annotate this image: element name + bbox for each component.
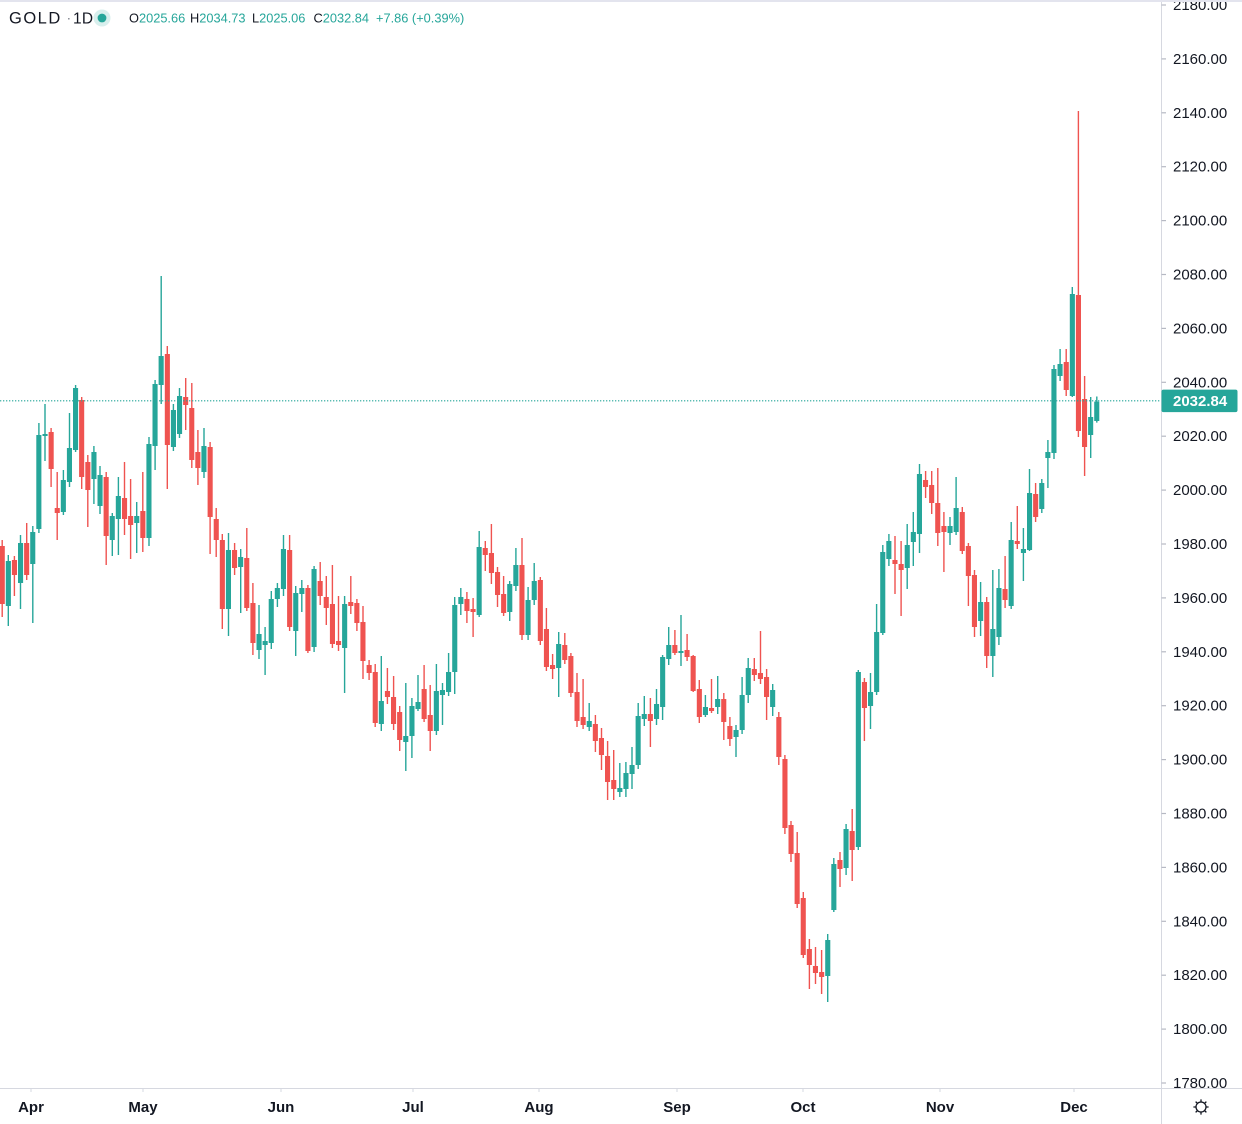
svg-text:1840.00: 1840.00 [1173,913,1227,930]
svg-text:1860.00: 1860.00 [1173,859,1227,876]
svg-text:Jul: Jul [402,1099,424,1116]
svg-text:1780.00: 1780.00 [1173,1075,1227,1092]
svg-text:Apr: Apr [18,1099,44,1116]
svg-text:2180.00: 2180.00 [1173,0,1227,14]
svg-text:L2025.06: L2025.06 [252,11,305,26]
svg-text:1960.00: 1960.00 [1173,590,1227,607]
svg-text:Nov: Nov [926,1099,955,1116]
svg-text:GOLD: GOLD [9,10,62,28]
svg-text:1D: 1D [73,11,93,28]
svg-text:2140.00: 2140.00 [1173,105,1227,122]
svg-text:2080.00: 2080.00 [1173,267,1227,284]
svg-text:1820.00: 1820.00 [1173,967,1227,984]
svg-text:H2034.73: H2034.73 [190,11,246,26]
svg-text:C2032.84: C2032.84 [314,11,370,26]
svg-text:1800.00: 1800.00 [1173,1021,1227,1038]
svg-text:1920.00: 1920.00 [1173,698,1227,715]
svg-text:Jun: Jun [268,1099,295,1116]
svg-text:May: May [128,1099,158,1116]
svg-text:Dec: Dec [1060,1099,1088,1116]
svg-text:2160.00: 2160.00 [1173,51,1227,68]
svg-text:+7.86 (+0.39%): +7.86 (+0.39%) [376,11,464,26]
svg-text:1900.00: 1900.00 [1173,752,1227,769]
svg-text:2032.84: 2032.84 [1173,393,1228,410]
svg-text:2060.00: 2060.00 [1173,320,1227,337]
svg-text:Oct: Oct [790,1099,815,1116]
svg-text:1980.00: 1980.00 [1173,536,1227,553]
svg-text:·: · [67,10,72,26]
svg-text:2040.00: 2040.00 [1173,374,1227,391]
svg-text:2020.00: 2020.00 [1173,428,1227,445]
svg-text:Aug: Aug [524,1099,553,1116]
svg-text:1940.00: 1940.00 [1173,644,1227,661]
svg-text:2100.00: 2100.00 [1173,213,1227,230]
svg-text:2000.00: 2000.00 [1173,482,1227,499]
svg-text:1880.00: 1880.00 [1173,806,1227,823]
svg-text:2120.00: 2120.00 [1173,159,1227,176]
svg-text:Sep: Sep [663,1099,691,1116]
svg-text:O2025.66: O2025.66 [129,11,185,26]
